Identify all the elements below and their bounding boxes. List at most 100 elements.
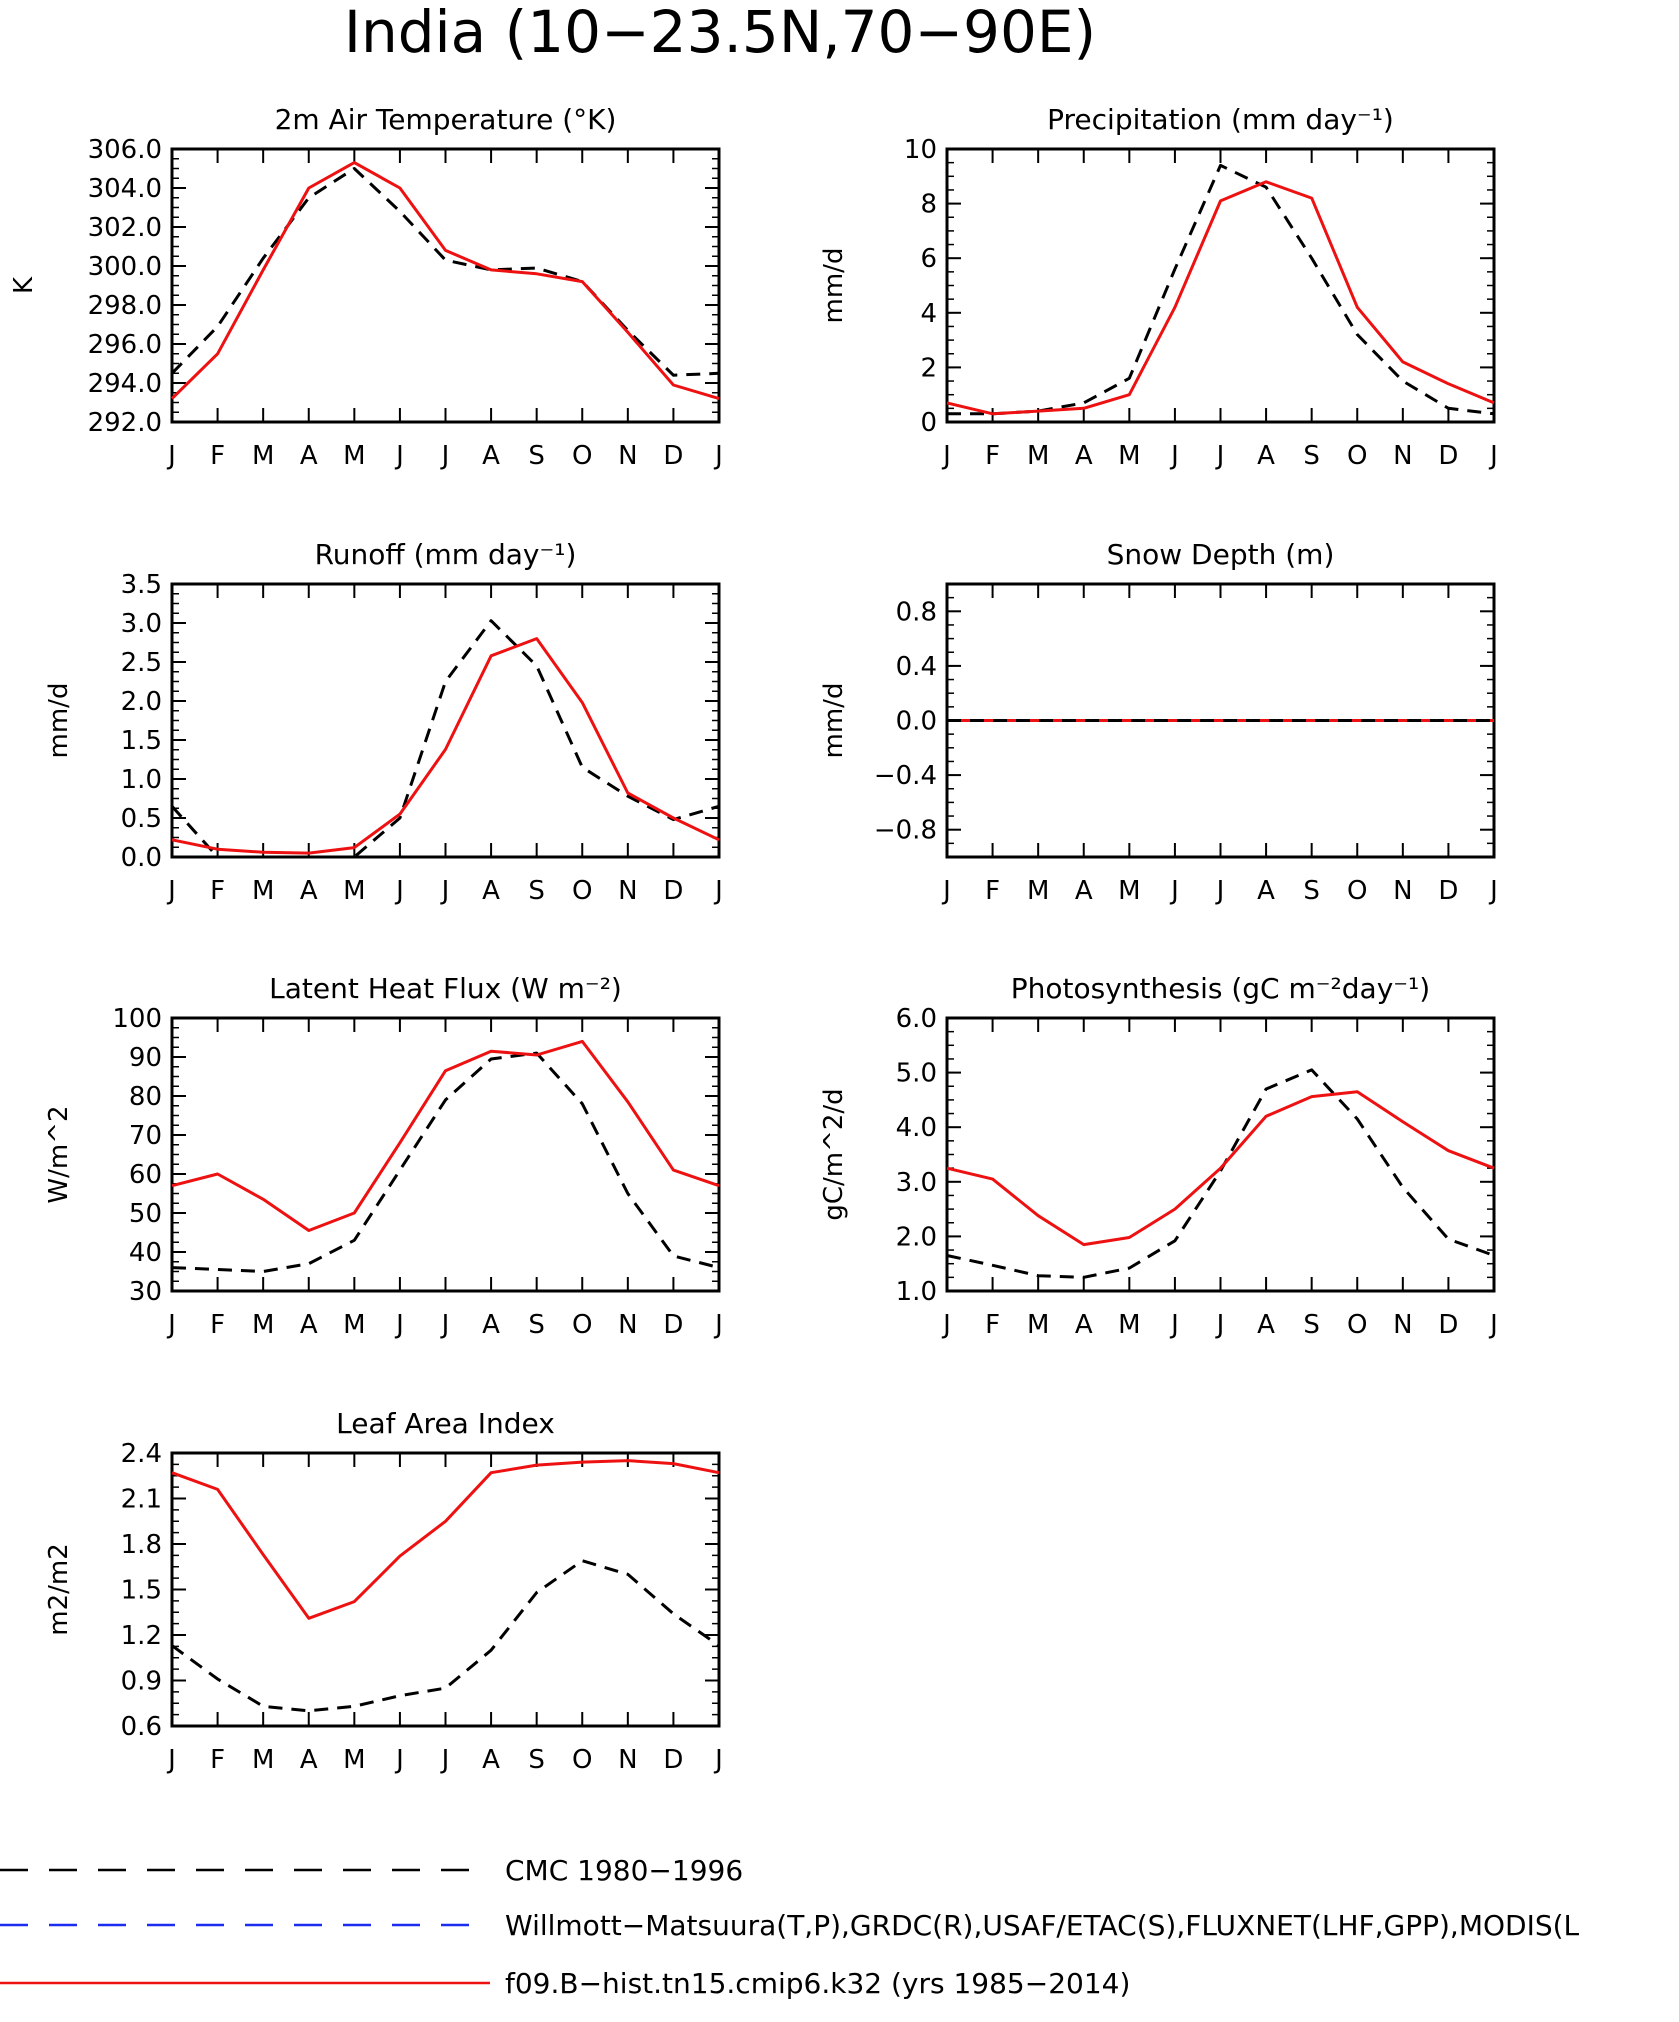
x-tick-label: A	[482, 1745, 500, 1775]
x-tick-label: A	[1257, 876, 1275, 906]
x-tick-label: J	[394, 1310, 404, 1340]
plot-frame	[945, 1016, 1496, 1293]
y-tick-label: 0.4	[896, 652, 937, 682]
y-axis-label: mm/d	[819, 683, 849, 759]
x-tick-label: S	[1303, 876, 1320, 906]
x-tick-label: J	[713, 1310, 723, 1340]
x-tick-label: N	[1393, 441, 1412, 471]
x-tick-label: M	[343, 1310, 365, 1340]
y-tick-label: 1.2	[121, 1621, 162, 1651]
x-tick-label: J	[440, 1745, 450, 1775]
x-tick-label: J	[941, 441, 951, 471]
x-tick-label: N	[1393, 1310, 1412, 1340]
y-tick-label: 0.9	[121, 1667, 162, 1697]
x-tick-label: N	[618, 1310, 637, 1340]
chart-title: 2m Air Temperature (°K)	[275, 103, 617, 136]
series-line-dashed	[946, 1068, 1495, 1279]
x-tick-label: M	[1027, 1310, 1049, 1340]
legend: CMC 1980−1996 Willmott−Matsuura(T,P),GRDC…	[0, 1854, 1580, 2000]
x-tick-label: J	[941, 1310, 951, 1340]
x-tick-label: M	[1118, 441, 1140, 471]
x-tick-label: S	[1303, 441, 1320, 471]
x-tick-label: J	[713, 441, 723, 471]
x-tick-label: D	[663, 441, 683, 471]
x-tick-label: A	[482, 1310, 500, 1340]
y-tick-label: 0.6	[121, 1712, 162, 1742]
x-tick-label: N	[618, 876, 637, 906]
series-line	[170, 161, 720, 401]
x-tick-label: J	[1169, 1310, 1179, 1340]
x-tick-label: O	[572, 1310, 592, 1340]
y-tick-label: 60	[129, 1160, 162, 1190]
x-tick-label: J	[166, 441, 176, 471]
x-tick-label: A	[300, 1745, 318, 1775]
x-tick-label: O	[1347, 441, 1367, 471]
y-tick-label: 80	[129, 1082, 162, 1112]
series-line	[171, 637, 720, 855]
y-tick-label: 0	[920, 408, 937, 438]
x-tick-label: M	[343, 876, 365, 906]
x-tick-label: F	[210, 1745, 225, 1775]
y-axis-label: gC/m^2/d	[819, 1088, 849, 1220]
x-tick-label: J	[1215, 441, 1225, 471]
legend-label: Willmott−Matsuura(T,P),GRDC(R),USAF/ETAC…	[505, 1909, 1580, 1942]
plot-frame	[170, 1451, 721, 1728]
x-tick-label: J	[166, 1310, 176, 1340]
y-tick-label: 296.0	[88, 330, 162, 360]
x-tick-label: F	[210, 441, 225, 471]
x-tick-label: F	[210, 1310, 225, 1340]
x-tick-label: A	[482, 876, 500, 906]
y-tick-label: 292.0	[88, 408, 162, 438]
x-tick-label: A	[1075, 876, 1093, 906]
x-tick-label: D	[663, 876, 683, 906]
x-tick-label: D	[663, 1745, 683, 1775]
x-tick-label: J	[166, 876, 176, 906]
series-line-dashed	[171, 1051, 720, 1273]
y-tick-label: 302.0	[88, 213, 162, 243]
x-tick-label: J	[1215, 876, 1225, 906]
x-tick-label: M	[252, 441, 274, 471]
chart-panel: Snow Depth (m)J F M A M J J A S O N D J−0.8−0.40.00.…	[819, 538, 1498, 906]
x-tick-label: J	[941, 876, 951, 906]
series-line-dashed	[170, 619, 720, 859]
legend-label: CMC 1980−1996	[505, 1854, 743, 1887]
x-tick-label: A	[300, 1310, 318, 1340]
y-tick-label: 50	[129, 1199, 162, 1229]
y-axis-label: K	[9, 276, 39, 294]
y-tick-label: 300.0	[88, 252, 162, 282]
y-tick-label: 2	[920, 353, 937, 383]
y-tick-label: 298.0	[88, 291, 162, 321]
x-tick-label: J	[394, 441, 404, 471]
y-tick-label: 1.0	[896, 1277, 937, 1307]
x-tick-label: A	[1257, 1310, 1275, 1340]
x-tick-label: O	[1347, 1310, 1367, 1340]
y-tick-label: 2.5	[121, 648, 162, 678]
x-tick-label: N	[1393, 876, 1412, 906]
x-tick-label: J	[713, 876, 723, 906]
y-tick-label: 0.5	[121, 804, 162, 834]
series-line-dashed	[947, 163, 1495, 416]
x-tick-label: D	[1438, 441, 1458, 471]
y-tick-label: 304.0	[88, 174, 162, 204]
y-tick-label: −0.4	[874, 761, 937, 791]
chart-title: Leaf Area Index	[336, 1407, 555, 1440]
series-line	[946, 180, 1495, 416]
x-tick-label: M	[252, 876, 274, 906]
y-tick-label: 70	[129, 1121, 162, 1151]
y-tick-label: 1.5	[121, 726, 162, 756]
x-tick-label: D	[663, 1310, 683, 1340]
x-tick-label: O	[572, 876, 592, 906]
series-line-dashed	[170, 167, 720, 377]
chart-panel: 2m Air Temperature (°K)J F M A M J J A S O N D J292.…	[9, 103, 723, 471]
chart-title: Precipitation (mm day⁻¹)	[1047, 103, 1394, 136]
y-tick-label: 4	[920, 299, 937, 329]
chart-panel: Latent Heat Flux (W m⁻²)J F M A M J J A S O N D J304…	[44, 972, 723, 1340]
y-tick-label: 90	[129, 1043, 162, 1073]
y-tick-label: −0.8	[874, 816, 937, 846]
x-tick-label: A	[482, 441, 500, 471]
x-tick-label: J	[1488, 1310, 1498, 1340]
x-tick-label: J	[1169, 876, 1179, 906]
x-tick-label: J	[394, 1745, 404, 1775]
y-axis-label: mm/d	[819, 248, 849, 324]
